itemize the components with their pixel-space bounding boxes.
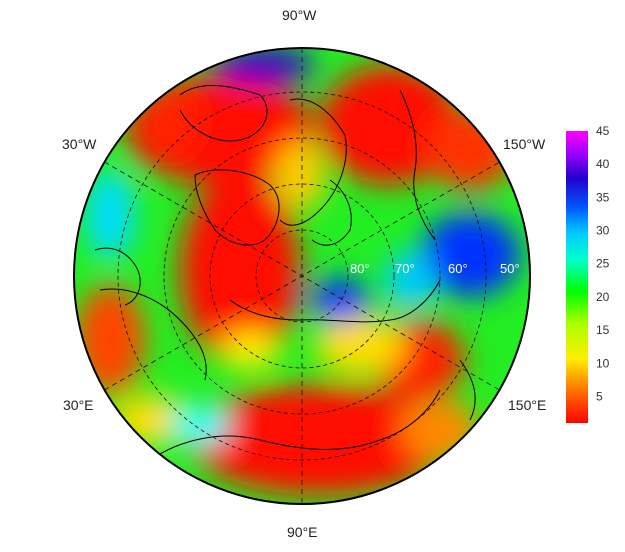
lat-label-50: 50°	[500, 261, 520, 276]
colorbar: 5 10 15 20 25 30 35 40 45	[566, 124, 610, 423]
longitude-grid	[104, 48, 500, 504]
colorbar-tick-label: 5	[596, 389, 603, 403]
colorbar-tick-label: 10	[596, 356, 610, 370]
coastlines	[94, 85, 476, 461]
lon-label-150e: 150°E	[508, 397, 547, 413]
colorbar-tick-label: 20	[596, 290, 610, 304]
colorbar-ticks: 5 10 15 20 25 30 35 40 45	[596, 124, 610, 403]
lon-label-150w: 150°W	[503, 136, 546, 152]
lat-label-70: 70°	[395, 261, 415, 276]
lat-label-60: 60°	[448, 261, 468, 276]
colorbar-tick-label: 35	[596, 190, 610, 204]
lon-label-90e: 90°E	[287, 524, 318, 540]
map-boundary	[73, 47, 531, 505]
lon-label-30e: 30°E	[63, 397, 94, 413]
colorbar-tick-label: 30	[596, 224, 610, 238]
colorbar-tick-label: 15	[596, 323, 610, 337]
colorbar-gradient	[566, 131, 588, 423]
colorbar-tick-label: 45	[596, 124, 610, 138]
lon-label-90w: 90°W	[282, 7, 317, 23]
colorbar-tick-label: 40	[596, 157, 610, 171]
lon-label-30w: 30°W	[62, 136, 97, 152]
lat-label-80: 80°	[350, 261, 370, 276]
colorbar-tick-label: 25	[596, 257, 610, 271]
